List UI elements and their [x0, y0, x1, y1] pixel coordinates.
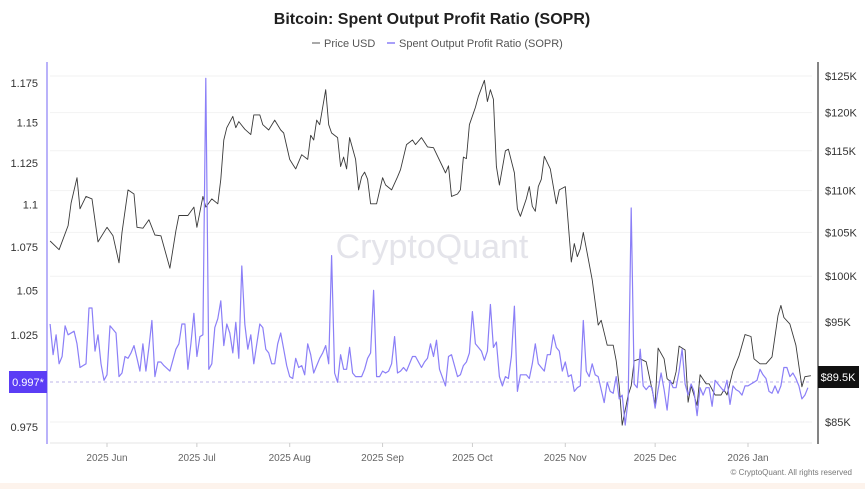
- x-tick-label: 2025 Sep: [361, 453, 404, 464]
- x-tick-label: 2025 Aug: [269, 453, 311, 464]
- chart-title: Bitcoin: Spent Output Profit Ratio (SOPR…: [274, 11, 590, 28]
- x-tick-label: 2025 Nov: [544, 453, 587, 464]
- right-tick-label: $120K: [825, 108, 857, 120]
- sopr-series: [49, 77, 809, 426]
- right-tick-label: $100K: [825, 271, 857, 283]
- right-tick-label: $105K: [825, 227, 857, 239]
- x-tick-label: 2025 Jul: [178, 453, 216, 464]
- left-tick-label: 0.975: [10, 422, 38, 434]
- left-tick-label: 1.15: [17, 118, 38, 130]
- left-tick-label: 1.025: [10, 330, 38, 342]
- gridlines: [50, 75, 812, 423]
- series-layer: [49, 77, 811, 426]
- legend-label-price: Price USD: [324, 38, 375, 50]
- left-tick-label: 1.125: [10, 158, 38, 170]
- x-axis-ticks: 2025 Jun 2025 Jul 2025 Aug 2025 Sep 2025 Oct…: [86, 443, 769, 464]
- x-tick-label: 2025 Jun: [86, 453, 127, 464]
- price-line: [49, 79, 811, 426]
- right-tick-label: $110K: [825, 186, 857, 198]
- right-tick-label: $85K: [825, 417, 851, 429]
- legend: Price USD Spent Output Profit Ratio (SOP…: [312, 38, 563, 50]
- right-axis-ticks: $125K $120K $115K $110K $105K $100K $95K $85K: [825, 71, 857, 429]
- legend-item-sopr[interactable]: Spent Output Profit Ratio (SOPR): [387, 38, 563, 50]
- left-current-badge: 0.997*: [9, 371, 47, 393]
- left-current-badge-bg: [9, 371, 47, 393]
- sopr-line: [49, 77, 809, 426]
- legend-label-sopr: Spent Output Profit Ratio (SOPR): [399, 38, 563, 50]
- left-tick-label: 1.05: [17, 285, 38, 297]
- x-tick-label: 2026 Jan: [727, 453, 768, 464]
- left-tick-label: 1.075: [10, 242, 38, 254]
- x-tick-label: 2025 Oct: [452, 453, 493, 464]
- legend-item-price[interactable]: Price USD: [312, 38, 375, 50]
- right-tick-label: $95K: [825, 317, 851, 329]
- right-current-label: $89.5K: [821, 372, 857, 384]
- price-series: [49, 79, 811, 426]
- right-current-badge-bg: [818, 366, 859, 388]
- left-tick-label: 1.175: [10, 78, 38, 90]
- left-axis-ticks: 1.175 1.15 1.125 1.1 1.075 1.05 1.025 0.975: [10, 78, 38, 434]
- right-tick-label: $115K: [825, 146, 857, 158]
- right-tick-label: $125K: [825, 71, 857, 83]
- copyright: © CryptoQuant. All rights reserved: [731, 468, 853, 477]
- left-current-label: 0.997*: [12, 377, 45, 389]
- x-tick-label: 2025 Dec: [634, 453, 677, 464]
- left-tick-label: 1.1: [23, 200, 38, 212]
- right-current-badge: $89.5K: [818, 366, 859, 388]
- bottom-strip: [0, 483, 865, 489]
- watermark: CryptoQuant: [336, 228, 529, 266]
